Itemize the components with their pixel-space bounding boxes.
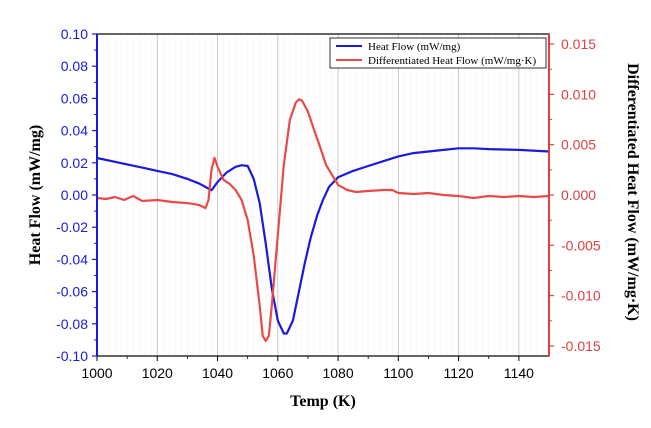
y2-tick-label: 0.005	[561, 137, 596, 153]
y-tick-label: 0.02	[61, 155, 88, 171]
ticks-layer: 1000 1020 1040 1060 1080 1100 1120 1140 0.10 0.08…	[56, 26, 601, 381]
x-axis-title: Temp (K)	[290, 393, 356, 410]
y-tick-label: 0.00	[61, 187, 88, 203]
y2-tick-label: 0.015	[561, 36, 596, 52]
y2-tick-label: -0.015	[561, 338, 601, 354]
y-axis-title: Heat Flow (mW/mg)	[27, 125, 44, 265]
y-tick-label: -0.04	[56, 251, 88, 267]
legend-label-heat-flow: Heat Flow (mW/mg)	[368, 41, 461, 53]
x-tick-label: 1120	[444, 365, 474, 381]
y-tick-label: -0.10	[56, 348, 88, 364]
y2-tick-label: 0.010	[561, 86, 596, 102]
legend-label-differentiated: Differentiated Heat Flow (mW/mg·K)	[368, 55, 536, 67]
y2-tick-label: 0.000	[561, 187, 596, 203]
series-layer	[96, 98, 550, 342]
y-tick-label: 0.08	[61, 58, 88, 74]
y-tick-label: 0.06	[61, 90, 88, 106]
x-tick-label: 1040	[202, 365, 233, 381]
y-tick-label: -0.02	[56, 219, 88, 235]
y2-axis-title: Differentiated Heat Flow (mW/mg·K)	[624, 63, 641, 321]
x-tick-label: 1100	[383, 365, 413, 381]
y-tick-label: 0.04	[61, 123, 88, 139]
heat-flow-line	[96, 147, 550, 335]
legend: Heat Flow (mW/mg) Differentiated Heat Fl…	[329, 37, 547, 69]
legend-box	[329, 37, 547, 69]
x-tick-label: 1060	[262, 365, 293, 381]
y-tick-label: -0.06	[56, 284, 88, 300]
y2-tick-label: -0.010	[561, 288, 601, 304]
x-tick-label: 1020	[142, 365, 173, 381]
x-tick-label: 1000	[81, 365, 112, 381]
x-tick-label: 1080	[322, 365, 353, 381]
y-tick-label: 0.10	[61, 26, 88, 42]
y2-tick-label: -0.005	[561, 237, 601, 253]
differentiated-heat-flow-line	[96, 98, 550, 342]
y-tick-label: -0.08	[56, 316, 88, 332]
x-tick-label: 1140	[504, 365, 534, 381]
